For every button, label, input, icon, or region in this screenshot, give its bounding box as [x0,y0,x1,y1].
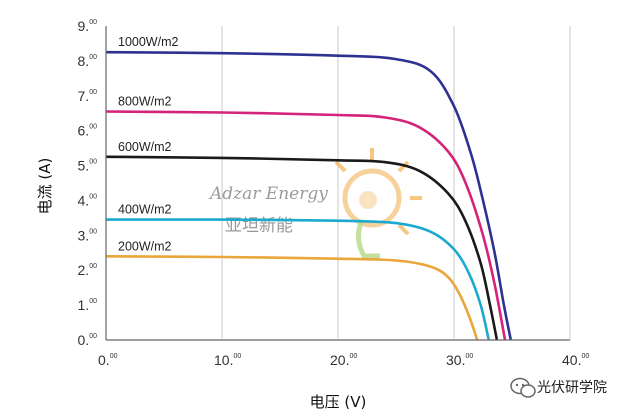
x-tick-label: 10.00 [214,352,241,368]
footer-account: 光伏研学院 [510,377,607,398]
x-tick-label: 20.00 [330,352,357,368]
grid-lines [221,26,571,340]
x-tick-label: 30.00 [446,352,473,368]
series-label-4: 200W/m2 [118,239,172,253]
x-axis-title: 电压 (V) [310,393,367,411]
series-line-3 [105,218,491,341]
y-tick-label: 0.00 [78,332,98,348]
curves [105,50,513,341]
x-tick-label: 0.00 [98,352,118,368]
series-label-1: 800W/m2 [118,94,172,108]
series-label-0: 1000W/m2 [118,35,178,49]
footer-account-name: 光伏研学院 [537,380,607,396]
y-tick-label: 5.00 [78,158,98,174]
y-tick-label: 6.00 [78,123,98,139]
series-label-3: 400W/m2 [118,203,172,217]
y-tick-label: 4.00 [78,192,98,208]
series-line-1 [105,110,507,341]
curve-labels: 1000W/m2 800W/m2 600W/m2 400W/m2 200W/m2 [118,35,178,253]
y-tick-labels: 0.00 1.00 2.00 3.00 4.00 5.00 6.00 7.00 8.00 9.00 [78,18,98,348]
y-tick-label: 9.00 [78,18,98,34]
watermark: Adzar Energy 亚坦新能 [208,148,422,259]
sun-bulb-logo-icon [334,148,422,259]
y-axis-title: 电流 (A) [36,158,54,215]
y-tick-label: 2.00 [78,262,98,278]
x-tick-labels: 0.00 10.00 20.00 30.00 40.00 [98,352,589,368]
series-line-0 [105,50,513,341]
y-tick-label: 7.00 [78,88,98,104]
y-tick-label: 8.00 [78,53,98,69]
series-line-2 [105,155,499,341]
y-tick-label: 1.00 [78,297,98,313]
series-label-2: 600W/m2 [118,140,172,154]
series-line-4 [105,255,479,341]
watermark-brand-en: Adzar Energy [208,184,328,204]
axes [105,26,570,341]
wechat-icon [510,377,536,398]
x-tick-label: 40.00 [562,352,589,368]
y-tick-label: 3.00 [78,227,98,243]
